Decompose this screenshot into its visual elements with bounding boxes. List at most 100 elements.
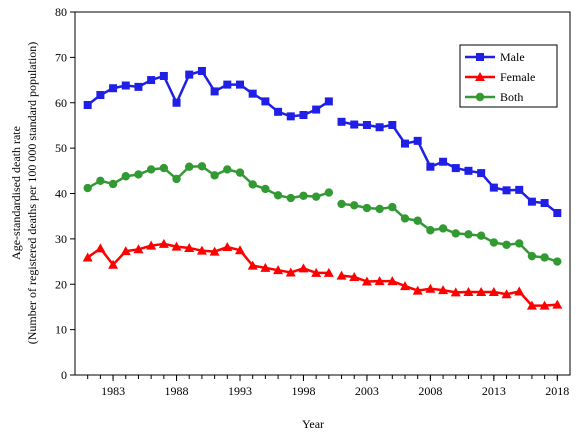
legend-marker-both [475,92,485,102]
data-point-male [134,82,143,91]
y-tick-label: 80 [55,5,67,19]
data-point-male [362,120,371,129]
data-point-male [312,105,321,114]
data-point-female [311,267,322,277]
axes: 0 10 20 30 40 50 60 70 80 1983 1988 1993 1998 2003 200… [55,5,571,398]
data-point-male [83,101,92,110]
data-point-both [350,201,359,210]
x-tick-label: 1993 [228,384,252,398]
data-point-male [527,197,536,206]
data-point-both [324,188,334,197]
data-point-both [451,229,460,238]
data-point-male [261,97,270,106]
data-point-male [121,81,130,90]
data-point-male [553,209,562,218]
data-point-female [120,246,131,256]
data-point-both [185,162,194,171]
data-point-female [298,263,309,273]
x-tick-label: 2008 [418,384,442,398]
x-tick-label: 1983 [101,384,125,398]
data-point-male [223,80,232,89]
data-point-female [526,300,537,310]
data-point-both [515,239,524,248]
data-point-both [438,224,448,233]
x-tick-label: 2003 [355,384,379,398]
series-line-male [341,120,559,214]
series-male [83,66,562,218]
y-tick-label: 40 [55,187,67,201]
y-axis-title-line1: Age-standardised death rate [9,126,23,260]
data-point-both [553,257,562,266]
axis-labels: Year Age-standardised death rate (Number… [9,42,324,431]
y-tick-label: 0 [61,368,67,382]
x-tick-label: 1988 [165,384,189,398]
data-point-female [158,238,169,248]
data-point-male [197,66,206,75]
data-point-both [210,171,219,180]
x-tick-label: 2018 [545,384,569,398]
data-point-both [476,231,486,240]
data-point-male [375,123,384,132]
data-point-both [261,184,270,194]
data-point-male [439,157,448,166]
data-point-female [247,260,258,270]
data-point-female [400,281,410,291]
data-point-female [133,244,144,254]
data-point-both [248,180,257,189]
data-point-both [413,216,422,225]
data-point-male [210,87,219,96]
data-point-both [273,191,283,200]
data-point-both [197,162,207,171]
data-point-both [527,251,537,261]
data-point-both [388,202,397,212]
data-point-both [489,238,499,247]
y-tick-label: 30 [55,232,67,246]
data-point-male [477,169,486,178]
data-point-female [323,267,334,277]
data-point-female [450,287,461,297]
x-axis-title: Year [302,417,324,431]
data-point-female [273,265,284,275]
data-point-female [514,286,525,296]
data-point-male [324,97,333,106]
legend: Male Female Both [459,44,558,108]
data-point-male [185,70,194,79]
series-line-male [86,69,330,118]
data-point-male [451,164,460,173]
data-point-female [95,243,106,253]
data-point-female [488,286,499,296]
series-line-female [86,242,329,275]
data-point-female [438,285,449,295]
data-point-female [552,299,563,309]
data-point-male [388,120,397,129]
series-both [83,162,562,266]
data-point-both [426,226,435,235]
legend-label-female: Female [500,70,535,84]
data-point-male [236,80,244,89]
data-point-male [248,89,257,98]
data-point-male [350,120,359,129]
data-point-female [108,259,119,269]
data-point-female [209,246,220,256]
series-layer [82,66,563,310]
data-point-male [147,76,156,85]
data-point-male [274,107,283,116]
data-point-male [286,112,295,121]
data-point-male [299,111,308,120]
data-point-both [108,179,118,189]
data-point-both [502,240,511,249]
y-tick-label: 20 [55,277,67,291]
data-point-female [539,300,550,310]
data-point-female [463,286,474,296]
series-line-both [341,202,558,263]
data-point-female [374,276,385,286]
data-point-female [285,267,296,277]
y-tick-label: 10 [55,323,67,337]
data-point-both [134,170,143,179]
data-point-female [425,283,436,293]
data-point-female [82,252,93,262]
data-point-female [146,240,157,250]
data-point-both [223,165,232,174]
data-point-both [362,203,372,213]
data-point-female [184,242,195,252]
